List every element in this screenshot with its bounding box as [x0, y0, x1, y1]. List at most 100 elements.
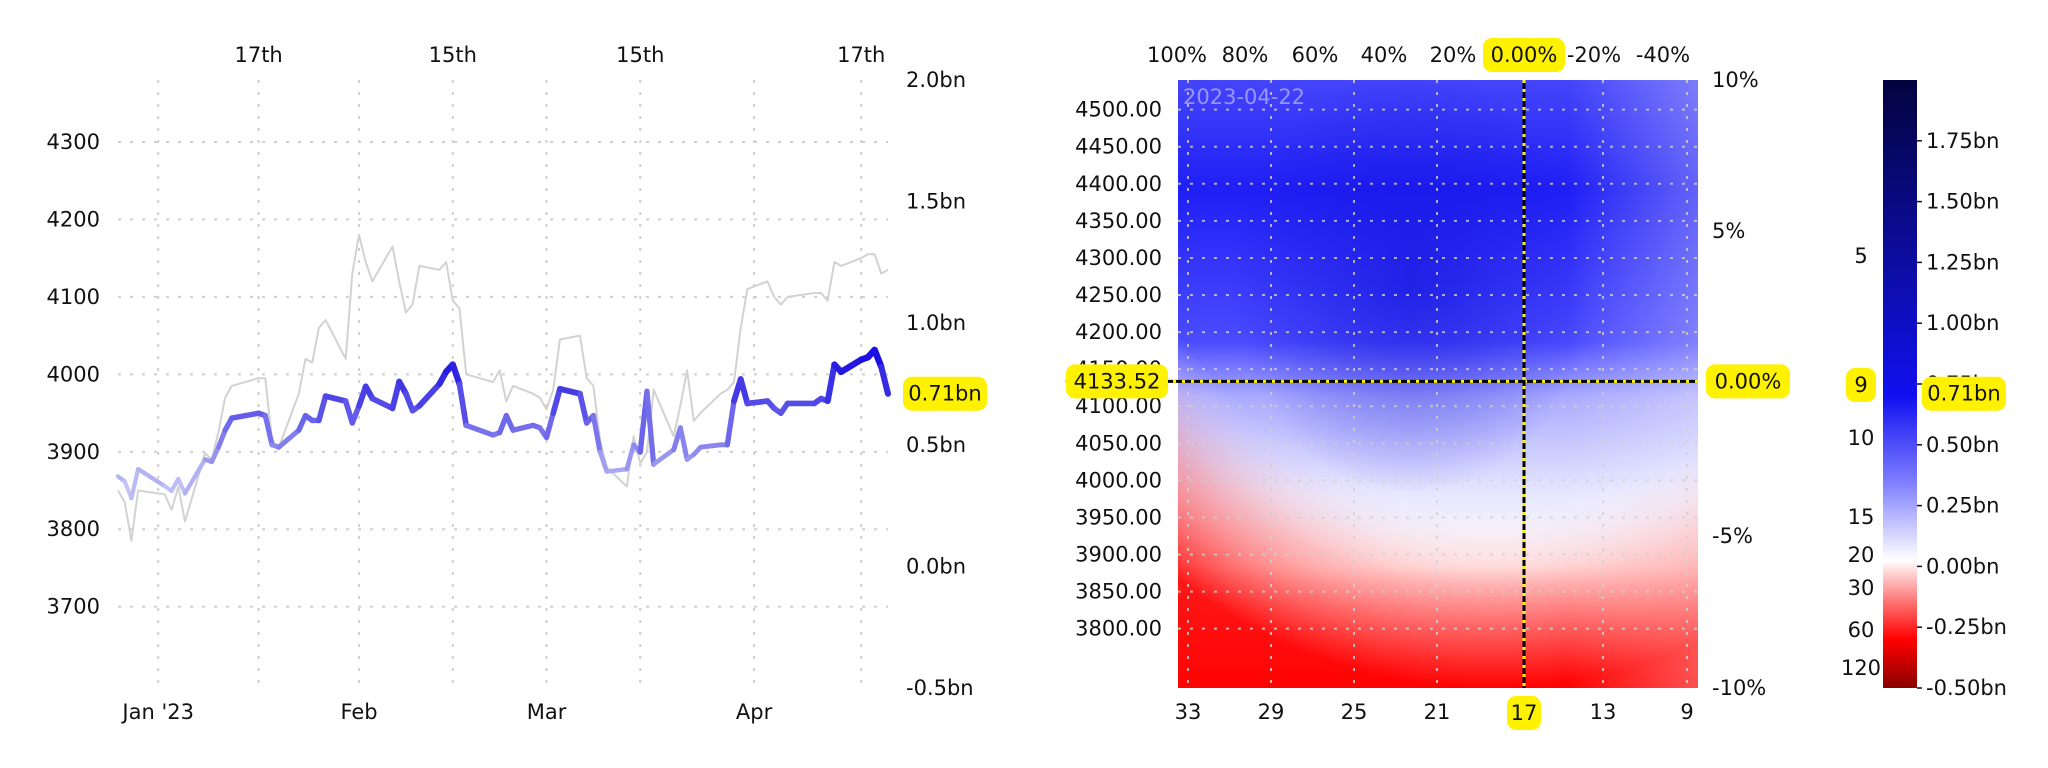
- y-right-tick-label: 0.0bn: [906, 554, 966, 578]
- price-tick-label: 4400.00: [1075, 172, 1162, 196]
- price-tick-label: 3800.00: [1075, 617, 1162, 641]
- colorbar-tick-label: -0.50bn: [1926, 676, 2007, 700]
- exposure-line-segment: [369, 395, 396, 412]
- x-tick-label: Mar: [527, 700, 567, 724]
- pct-right-tick-label: 5%: [1712, 219, 1745, 243]
- exposure-line-segment: [604, 466, 630, 474]
- highlight-box: [1846, 368, 1876, 402]
- exposure-line-segment: [463, 422, 496, 438]
- exposure-line-segment: [824, 361, 838, 405]
- exposure-line-segment: [349, 403, 362, 426]
- line-chart-grid: [118, 80, 888, 688]
- y-tick-label: 3900: [47, 440, 100, 464]
- days-tick-label: 33: [1175, 700, 1202, 724]
- y-right-tick-label: 1.5bn: [906, 190, 966, 214]
- heatmap-crosshair: [1065, 80, 1698, 688]
- colorbar-tick-label: 0.00bn: [1926, 554, 1999, 578]
- exposure-line-segment: [651, 447, 677, 467]
- heatmap-date-label: 2023-04-22: [1183, 85, 1305, 109]
- exposure-line-segment: [724, 398, 737, 448]
- x-top-tick-label: 17th: [837, 43, 885, 67]
- price-tick-label: 3950.00: [1075, 505, 1162, 529]
- exposure-line-segment: [322, 393, 349, 404]
- exposure-line-segment: [129, 467, 141, 501]
- highlight-box: [1066, 364, 1168, 399]
- crosshair-strike-label: 17: [1511, 701, 1538, 725]
- price-tick-label: 4350.00: [1075, 209, 1162, 233]
- pct-top-tick-label: -20%: [1567, 43, 1621, 67]
- exposure-line-segment: [624, 442, 636, 472]
- exposure-line-segment: [510, 422, 536, 433]
- exposure-line-segment: [577, 390, 590, 426]
- crosshair-pct-label: 0.00%: [1715, 369, 1782, 393]
- colorbar-left-label: 10: [1848, 426, 1875, 450]
- price-tick-label: 4300.00: [1075, 246, 1162, 270]
- exposure-line-segment: [550, 386, 563, 417]
- x-tick-label: Jan '23: [120, 700, 194, 724]
- exposure-line-segment: [176, 476, 188, 496]
- heatmap: [1178, 80, 1698, 688]
- colorbar: [1883, 80, 1917, 688]
- colorbar-left-label: 30: [1848, 576, 1875, 600]
- pct-right-tick-label: -10%: [1712, 676, 1766, 700]
- pct-top-tick-label: 80%: [1222, 43, 1269, 67]
- days-tick-label: 13: [1590, 700, 1617, 724]
- colorbar-tick-label: 1.25bn: [1926, 250, 1999, 274]
- pct-right-tick-label: 10%: [1712, 68, 1759, 92]
- colorbar-left-label: 15: [1848, 505, 1875, 529]
- highlight-box: [1706, 364, 1790, 399]
- exposure-line-segment: [590, 413, 603, 455]
- y-tick-label: 3800: [47, 517, 100, 541]
- y-right-tick-label: 0.5bn: [906, 433, 966, 457]
- y-tick-label: 4100: [47, 285, 100, 309]
- colorbar-tick-label: 0.50bn: [1926, 433, 1999, 457]
- crosshair-price-label: 4133.52: [1074, 369, 1161, 393]
- exposure-line-segment: [229, 410, 262, 421]
- x-top-tick-label: 17th: [234, 43, 282, 67]
- exposure-line-segment: [737, 376, 751, 407]
- line-chart-labels: Jan '23 Feb Mar Apr 17th 15th 15th 17th 4300 4200…: [47, 43, 987, 724]
- pct-top-tick-label: 20%: [1430, 43, 1477, 67]
- exposure-line-segment: [543, 410, 556, 441]
- price-tick-label: 3850.00: [1075, 580, 1162, 604]
- exposure-line-segment: [209, 444, 221, 465]
- y-right-tick-label: 1.0bn: [906, 311, 966, 335]
- pct-top-tick-label: 40%: [1361, 43, 1408, 67]
- colorbar-current-label: 0.71bn: [1927, 382, 2000, 406]
- x-top-tick-label: 15th: [429, 43, 477, 67]
- current-value-label: 0.71bn: [908, 382, 981, 406]
- days-tick-label: 21: [1424, 700, 1451, 724]
- colorbar-left-label: 9: [1854, 373, 1867, 397]
- exposure-line-segment: [744, 398, 771, 407]
- price-tick-label: 4500.00: [1075, 98, 1162, 122]
- spot-price-line: [117, 233, 889, 542]
- exposure-line-segment: [677, 425, 690, 462]
- exposure-line-segment: [182, 457, 208, 496]
- days-tick-label: 29: [1258, 700, 1285, 724]
- crosshair-top-pct-label: 0.00%: [1491, 43, 1558, 67]
- pct-top-tick-label: -40%: [1636, 43, 1690, 67]
- exposure-line-segment: [644, 388, 657, 467]
- colorbar-tick-label: 1.75bn: [1926, 129, 1999, 153]
- y-right-tick-label: -0.5bn: [906, 676, 974, 700]
- exposure-line-segment: [456, 381, 470, 429]
- exposure-line-segment: [215, 427, 228, 450]
- colorbar-tick-label: 1.50bn: [1926, 190, 1999, 214]
- exposure-line-segment: [403, 390, 416, 414]
- colorbar-left-label: 120: [1841, 656, 1881, 680]
- pct-top-tick-label: 60%: [1292, 43, 1339, 67]
- heatmap-grid: [1178, 80, 1698, 688]
- price-tick-label: 4050.00: [1075, 431, 1162, 455]
- price-tick-label: 3900.00: [1075, 543, 1162, 567]
- days-tick-label: 9: [1680, 700, 1693, 724]
- exposure-line-segment: [837, 356, 865, 376]
- y-tick-label: 3700: [47, 595, 100, 619]
- exposure-line-segment: [416, 381, 443, 409]
- exposure-line-segment: [135, 466, 168, 489]
- colorbar-left-label: 5: [1854, 244, 1867, 268]
- exposure-line-segment: [597, 449, 610, 474]
- pct-right-tick-label: -5%: [1712, 524, 1753, 548]
- price-tick-label: 4200.00: [1075, 320, 1162, 344]
- exposure-line-segment: [316, 393, 329, 424]
